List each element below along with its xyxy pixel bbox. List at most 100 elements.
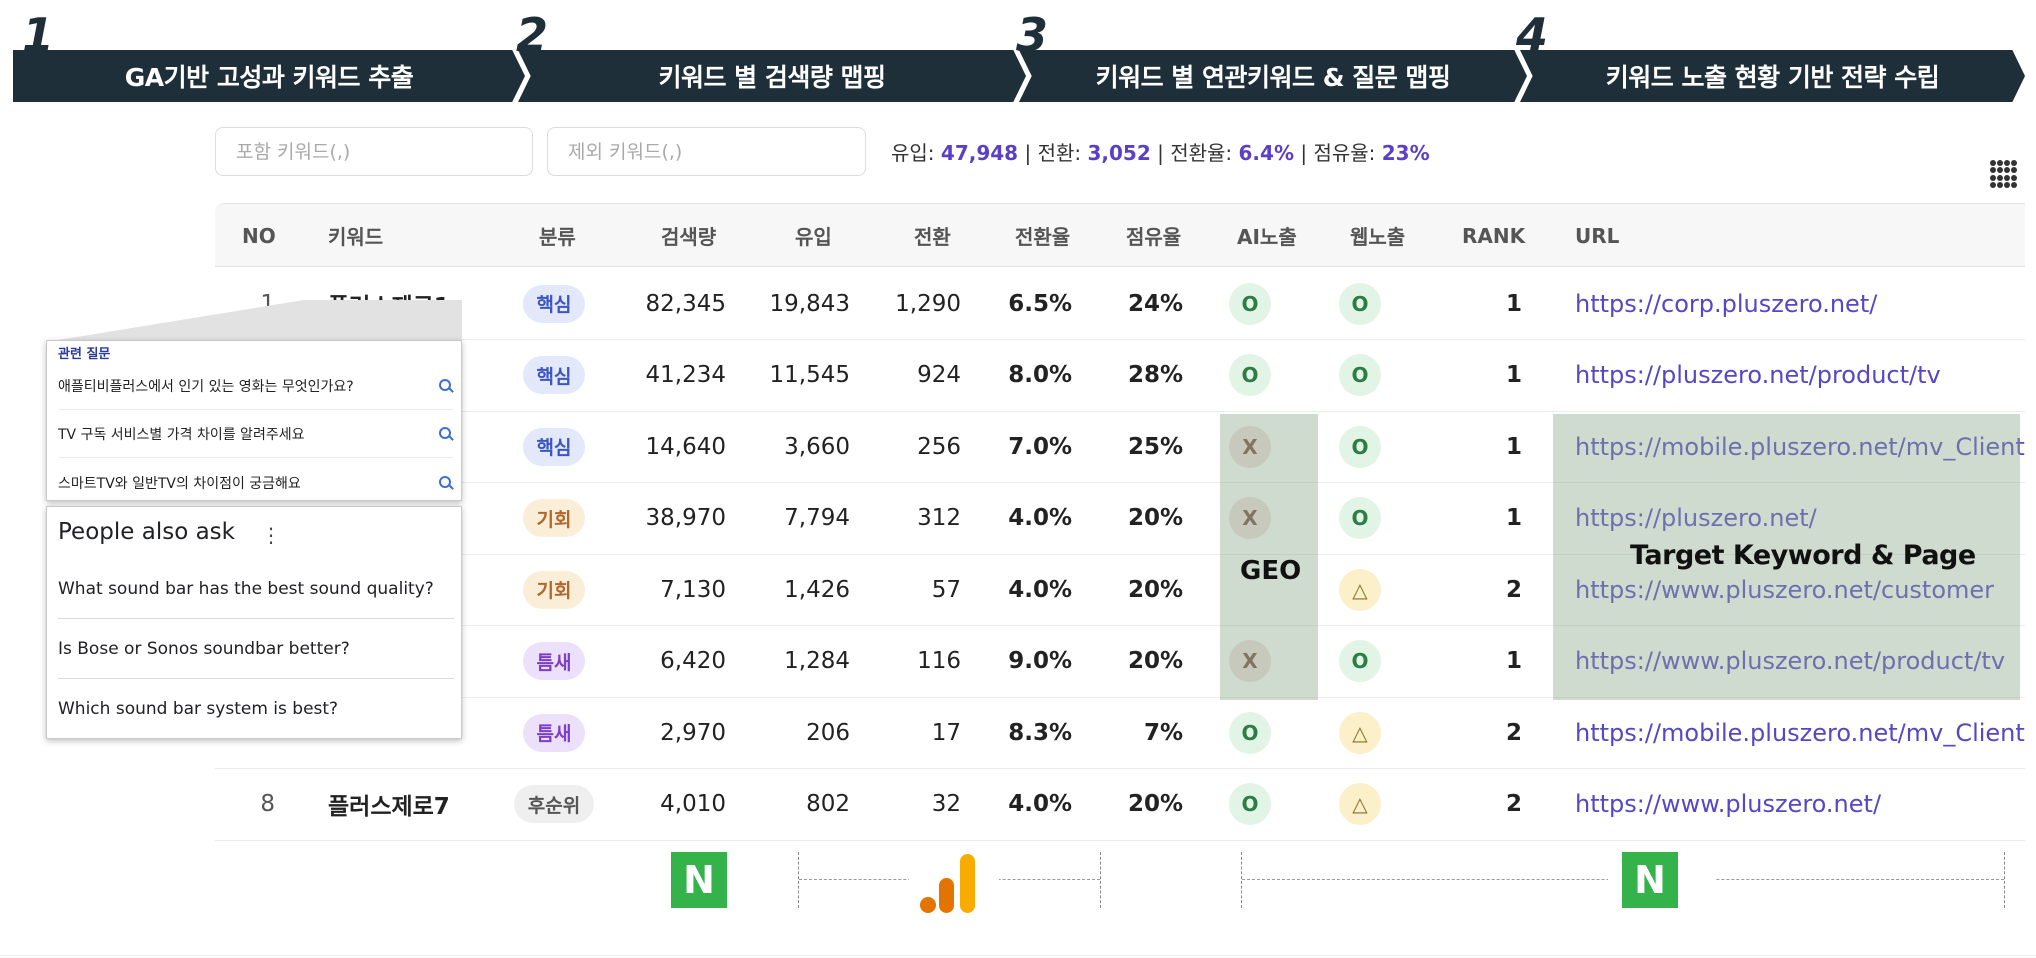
table-row[interactable]: 2핵심41,23411,5459248.0%28%OO1https://plus… bbox=[215, 340, 2025, 412]
stats-separator: | bbox=[1157, 141, 1171, 165]
header-search-volume[interactable]: 검색량 bbox=[661, 225, 717, 249]
people-also-ask-title: People also ask bbox=[58, 519, 235, 545]
more-options-icon[interactable]: ⋮ bbox=[261, 523, 281, 547]
category-cell: 핵심 bbox=[505, 268, 603, 339]
paa-question-text: Which sound bar system is best? bbox=[58, 699, 339, 719]
paa-question-item[interactable]: Which sound bar system is best? bbox=[58, 679, 454, 738]
category-badge: 기회 bbox=[522, 499, 586, 537]
rank-cell: 1 bbox=[1505, 648, 1522, 674]
share-cell: 25% bbox=[1127, 433, 1183, 460]
geo-label: GEO bbox=[1240, 556, 1302, 586]
url-link[interactable]: https://pluszero.net/product/tv bbox=[1575, 361, 1941, 389]
rank-cell: 1 bbox=[1505, 505, 1522, 531]
table-row[interactable]: 8 플러스제로7 후순위 4,010 802 32 4.0% 20% O △ 2 https://ww… bbox=[215, 769, 2025, 841]
related-question-item[interactable]: 스마트TV와 일반TV의 차이점이 궁금해요 bbox=[58, 459, 454, 500]
header-rank[interactable]: RANK bbox=[1462, 223, 1526, 248]
conversion-cell: 116 bbox=[917, 648, 961, 674]
header-keyword[interactable]: 키워드 bbox=[328, 225, 384, 249]
step-4-strategy: 키워드 노출 현황 기반 전략 수립 bbox=[1520, 50, 2025, 102]
ai-exposure-cell: X bbox=[1205, 483, 1295, 554]
category-badge: 기회 bbox=[522, 570, 586, 609]
web-exposure-cell: O bbox=[1315, 268, 1405, 339]
conversion-cell: 32 bbox=[931, 791, 961, 817]
exclude-keyword-input[interactable] bbox=[547, 127, 866, 176]
header-no[interactable]: NO bbox=[242, 223, 276, 248]
ai-exposure-cell: O bbox=[1205, 769, 1295, 840]
related-questions-panel: 관련 질문 애플티비플러스에서 인기 있는 영화는 무엇인가요? TV 구독 서… bbox=[46, 340, 462, 501]
conversion-cell: 312 bbox=[917, 505, 961, 531]
url-link[interactable]: https://corp.pluszero.net/ bbox=[1575, 289, 1878, 318]
search-icon[interactable] bbox=[438, 426, 454, 442]
related-question-item[interactable]: TV 구독 서비스별 가격 차이를 알려주세요 bbox=[58, 410, 454, 458]
related-question-text: 스마트TV와 일반TV의 차이점이 궁금해요 bbox=[58, 476, 301, 492]
table-row[interactable]: 1플러스제로1핵심82,34519,8431,2906.5%24%OO1http… bbox=[215, 268, 2025, 340]
conversion-rate-cell: 4.0% bbox=[1008, 505, 1072, 531]
bottom-divider bbox=[0, 955, 2036, 956]
category-cell: 틈새 bbox=[505, 626, 603, 697]
header-category[interactable]: 분류 bbox=[539, 225, 576, 249]
header-ai-exposure[interactable]: AI노출 bbox=[1237, 225, 1297, 249]
conversion-rate-cell: 9.0% bbox=[1008, 648, 1072, 674]
related-question-text: TV 구독 서비스별 가격 차이를 알려주세요 bbox=[58, 426, 305, 443]
paa-question-item[interactable]: What sound bar has the best sound qualit… bbox=[58, 559, 454, 619]
url-link[interactable]: https://pluszero.net/ bbox=[1575, 504, 1817, 532]
include-keyword-input[interactable] bbox=[215, 127, 533, 176]
conversion-cell: 17 bbox=[931, 719, 961, 746]
inflow-cell: 206 bbox=[806, 719, 850, 746]
summary-stats: 유입: 47,948 | 전환: 3,052 | 전환율: 6.4% | 점유율… bbox=[891, 137, 1430, 166]
inflow-label: 유입: bbox=[891, 141, 935, 165]
table-row[interactable]: 틈새 2,970 206 17 8.3% 7% O △ 2 https://mobile.plus… bbox=[215, 697, 2025, 769]
conversion-value: 3,052 bbox=[1087, 141, 1151, 165]
search-icon[interactable] bbox=[438, 378, 454, 394]
inflow-cell: 1,426 bbox=[784, 576, 850, 603]
table-row[interactable]: 3핵심14,6403,6602567.0%25%XO1https://mobil… bbox=[215, 411, 2025, 483]
url-link[interactable]: https://mobile.pluszero.net/mv_Client bbox=[1575, 432, 2025, 461]
header-inflow[interactable]: 유입 bbox=[795, 225, 832, 249]
header-url[interactable]: URL bbox=[1575, 223, 1620, 248]
ai-exposure-cell: O bbox=[1205, 340, 1295, 411]
ai-exposure-mark: X bbox=[1229, 425, 1271, 468]
header-share[interactable]: 점유율 bbox=[1126, 225, 1182, 249]
search-volume-cell: 7,130 bbox=[660, 576, 726, 603]
paa-question-item[interactable]: Is Bose or Sonos soundbar better? bbox=[58, 619, 454, 679]
header-conversion[interactable]: 전환 bbox=[914, 225, 951, 249]
conversion-rate-label: 전환율: bbox=[1170, 141, 1233, 165]
category-cell: 기회 bbox=[505, 483, 603, 554]
step-3-related-keyword-mapping: 키워드 별 연관키워드 & 질문 맵핑 bbox=[1019, 50, 1527, 102]
ai-exposure-mark: O bbox=[1229, 783, 1271, 825]
share-cell: 20% bbox=[1127, 791, 1183, 817]
web-exposure-mark: O bbox=[1339, 282, 1381, 325]
url-link[interactable]: https://www.pluszero.net/customer bbox=[1575, 575, 1995, 604]
rank-cell: 2 bbox=[1505, 719, 1522, 746]
conversion-cell: 57 bbox=[931, 576, 961, 603]
table-row[interactable]: 6틈새6,4201,2841169.0%20%XO1https://www.pl… bbox=[215, 626, 2025, 698]
header-web-exposure[interactable]: 웹노출 bbox=[1350, 225, 1406, 249]
table-row[interactable]: 5기회7,1301,426574.0%20%△2https://www.plus… bbox=[215, 554, 2025, 626]
naver-logo: N bbox=[1622, 852, 1678, 908]
step-2-label: 키워드 별 검색량 맵핑 bbox=[658, 63, 886, 92]
ai-exposure-mark: O bbox=[1229, 354, 1271, 396]
header-conversion-rate[interactable]: 전환율 bbox=[1015, 225, 1071, 249]
url-link[interactable]: https://www.pluszero.net/ bbox=[1575, 790, 1882, 818]
url-link[interactable]: https://www.pluszero.net/product/tv bbox=[1575, 647, 2006, 675]
category-badge: 핵심 bbox=[522, 427, 586, 466]
step-3-label: 키워드 별 연관키워드 & 질문 맵핑 bbox=[1095, 63, 1451, 92]
search-icon[interactable] bbox=[438, 475, 454, 491]
rank-cell: 2 bbox=[1505, 791, 1522, 817]
category-badge: 핵심 bbox=[522, 284, 586, 323]
related-question-item[interactable]: 애플티비플러스에서 인기 있는 영화는 무엇인가요? bbox=[58, 362, 454, 410]
url-link[interactable]: https://mobile.pluszero.net/mv_Client bbox=[1575, 718, 2025, 747]
web-exposure-cell: △ bbox=[1315, 697, 1405, 768]
share-cell: 20% bbox=[1127, 648, 1183, 674]
keyword-table: NO 키워드 분류 검색량 유입 전환 전환율 점유율 AI노출 웹노출 RAN… bbox=[215, 203, 2025, 841]
table-row[interactable]: 4기회38,9707,7943124.0%20%XO1https://plusz… bbox=[215, 483, 2025, 555]
share-cell: 20% bbox=[1127, 505, 1183, 531]
category-cell: 후순위 bbox=[505, 769, 603, 840]
conversion-cell: 256 bbox=[917, 433, 961, 460]
inflow-cell: 3,660 bbox=[784, 433, 850, 460]
search-volume-cell: 82,345 bbox=[645, 290, 726, 317]
apps-grid-icon[interactable] bbox=[1990, 160, 2018, 188]
table-header: NO 키워드 분류 검색량 유입 전환 전환율 점유율 AI노출 웹노출 RAN… bbox=[215, 204, 2025, 267]
paa-question-text: Is Bose or Sonos soundbar better? bbox=[58, 638, 350, 659]
web-exposure-mark: O bbox=[1339, 425, 1381, 468]
